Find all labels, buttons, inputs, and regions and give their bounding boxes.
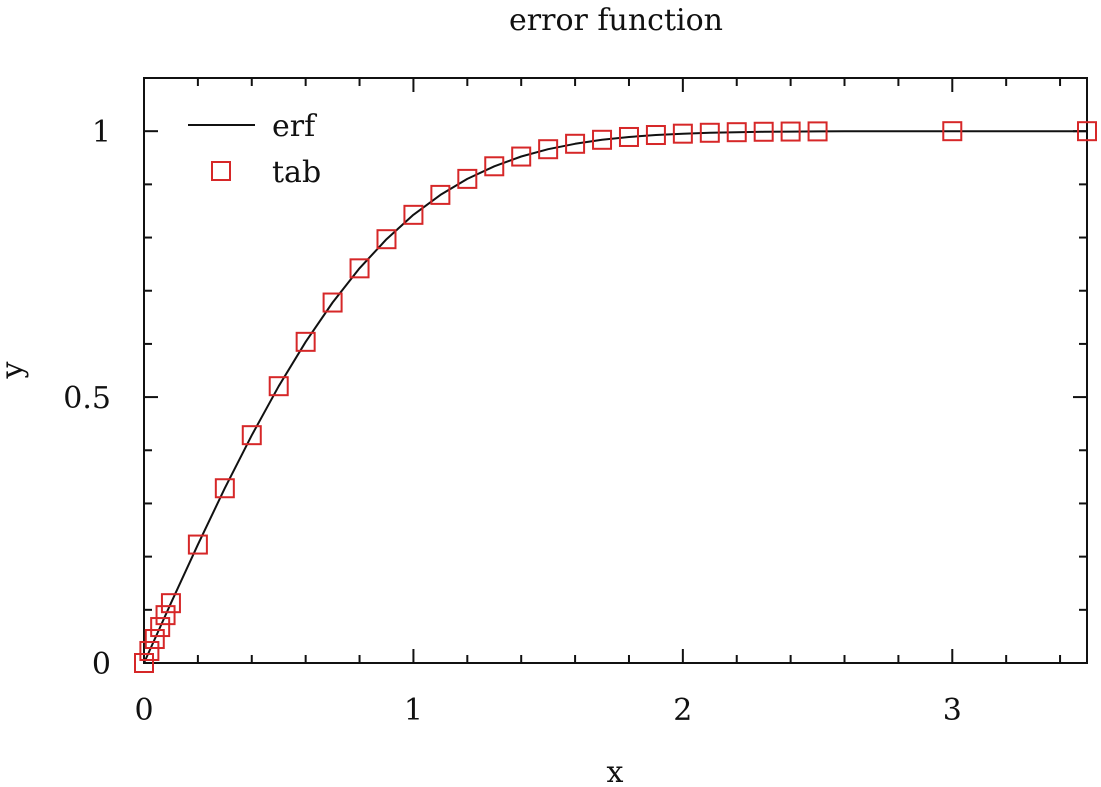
series-line-erf <box>143 130 1087 664</box>
data-point-tab <box>645 125 666 146</box>
data-point-tab <box>538 139 559 160</box>
y-axis-label: y <box>0 361 30 379</box>
legend-square-swatch <box>211 161 231 181</box>
data-point-tab <box>592 129 613 150</box>
data-point-tab <box>187 534 208 555</box>
series-layer <box>134 121 1097 673</box>
data-point-tab <box>139 640 160 661</box>
y-tick-label: 0 <box>92 647 111 682</box>
chart-title: error function <box>509 3 723 38</box>
data-point-tab <box>511 146 532 167</box>
y-tick-label: 1 <box>92 115 111 150</box>
data-point-tab <box>322 292 343 313</box>
data-point-tab <box>144 629 165 650</box>
x-tick-label: 1 <box>404 693 423 728</box>
data-point-tab <box>268 376 289 397</box>
data-point-tab <box>753 121 774 142</box>
data-point-tab <box>484 156 505 177</box>
data-point-tab <box>699 122 720 143</box>
data-point-tab <box>726 122 747 143</box>
x-tick-label: 2 <box>673 693 692 728</box>
plot-border <box>143 77 1088 664</box>
legend-label-erf: erf <box>272 109 317 144</box>
tick-labels: 0 1 2 3 0 0.5 1 <box>63 115 962 728</box>
data-point-tab <box>942 121 963 142</box>
data-point-tab <box>403 204 424 225</box>
data-point-tab <box>1077 121 1097 142</box>
legend: erf tab <box>188 109 321 190</box>
data-point-tab <box>376 229 397 250</box>
data-point-tab <box>807 121 828 142</box>
y-tick-label: 0.5 <box>63 381 111 416</box>
data-point-tab <box>295 331 316 352</box>
data-point-tab <box>134 653 154 673</box>
data-point-tab <box>565 133 586 154</box>
data-point-tab <box>672 123 693 144</box>
data-point-tab <box>150 617 171 638</box>
data-point-tab <box>457 168 478 189</box>
data-point-tab <box>214 478 235 499</box>
data-point-tab <box>349 258 370 279</box>
x-tick-label: 0 <box>134 693 153 728</box>
legend-label-tab: tab <box>272 155 321 190</box>
data-point-tab <box>780 121 801 142</box>
data-point-tab <box>241 425 262 446</box>
data-point-tab <box>618 126 639 147</box>
data-point-tab <box>155 605 176 626</box>
axis-ticks <box>143 78 1087 664</box>
plot-frame <box>143 77 1088 664</box>
x-tick-label: 3 <box>943 693 962 728</box>
x-axis-label: x <box>607 755 624 787</box>
data-point-tab <box>160 593 181 614</box>
data-point-tab <box>430 184 451 205</box>
